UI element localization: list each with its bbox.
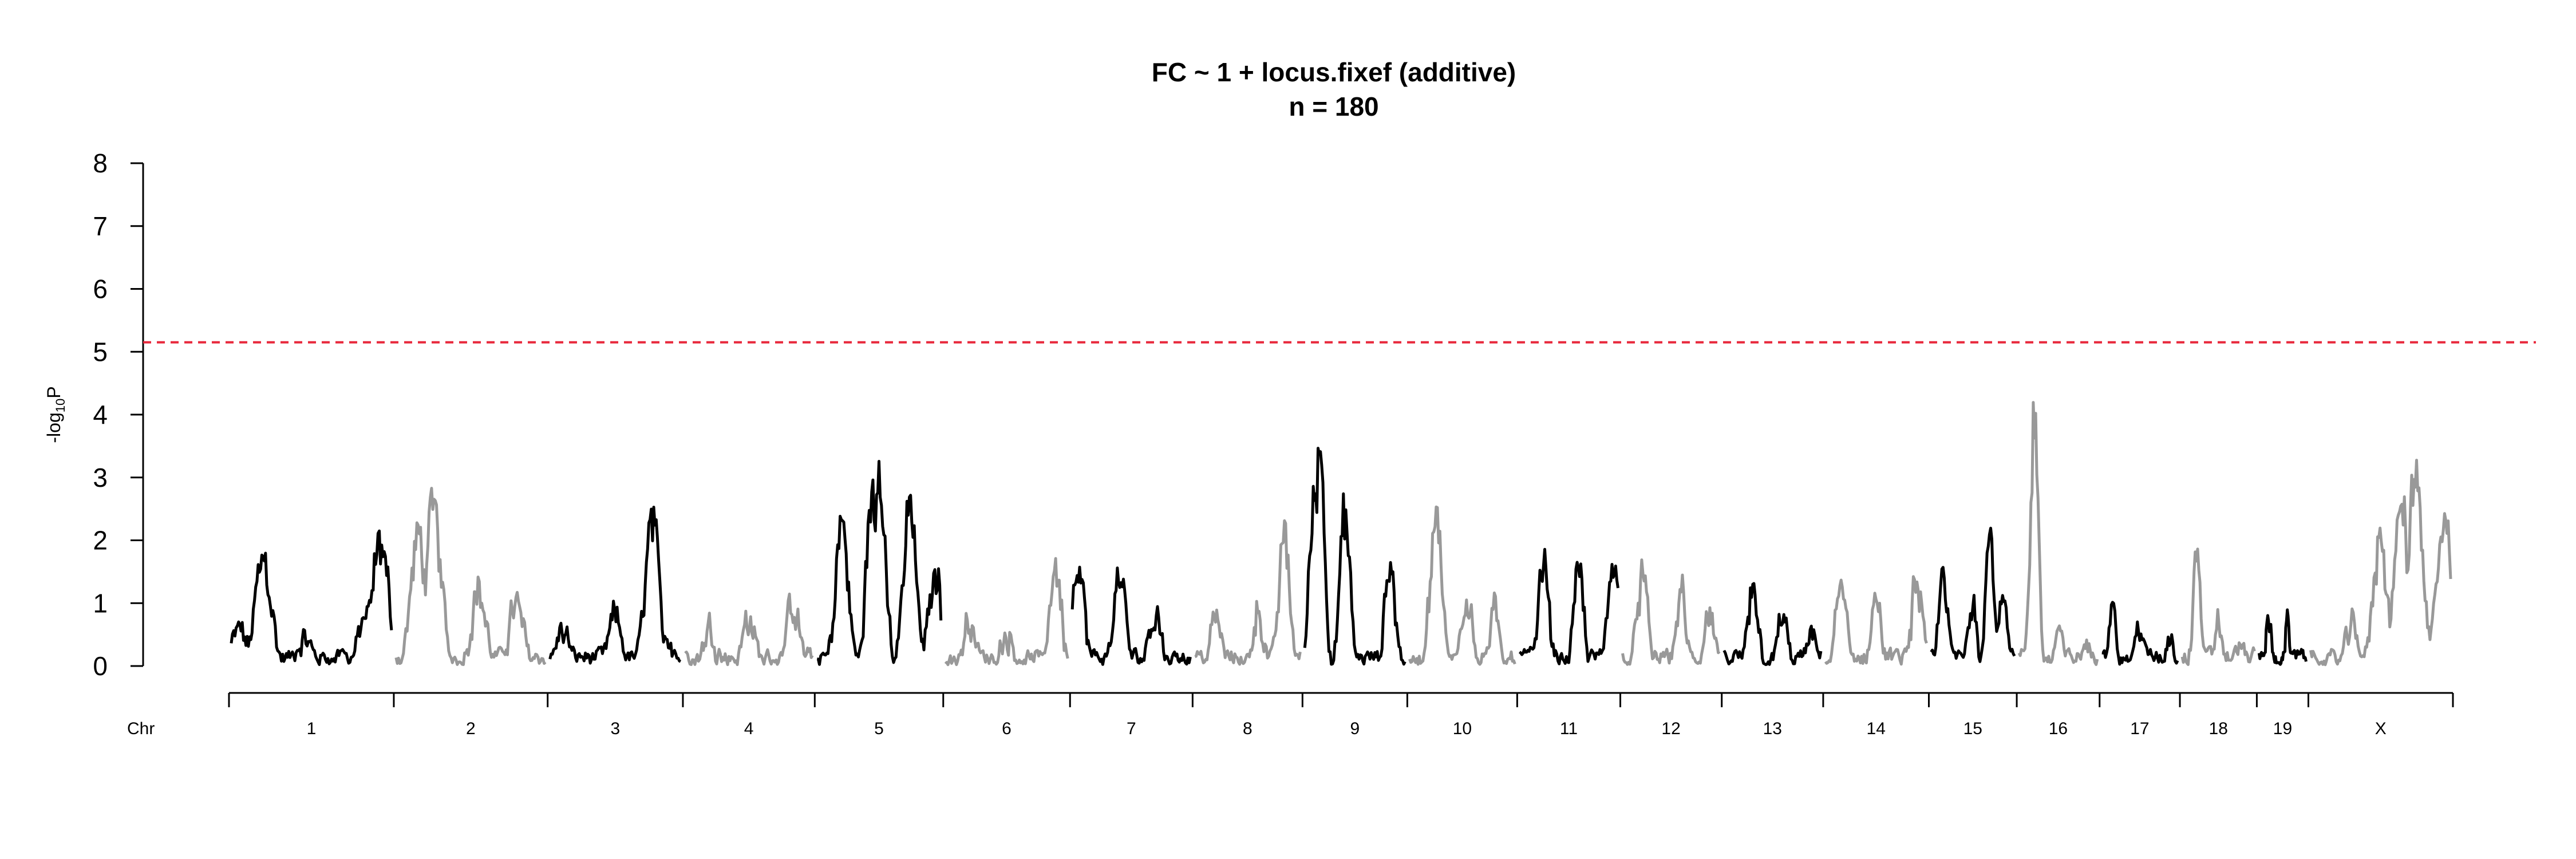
chr-label: 15 (1963, 719, 1982, 738)
y-tick-label: 5 (93, 337, 108, 367)
chr-label: 14 (1867, 719, 1886, 738)
chr-18-lod-line (2180, 547, 2256, 666)
chr-X-lod-line (2309, 459, 2452, 667)
chr-label: 1 (307, 719, 317, 738)
chr-label: 2 (466, 719, 476, 738)
y-tick-label: 4 (93, 400, 108, 430)
chr-label: 11 (1560, 719, 1578, 738)
chr-16-lod-line (2017, 401, 2099, 666)
y-tick-label: 7 (93, 211, 108, 241)
chr-19-lod-line (2257, 608, 2308, 666)
chr-label: 3 (610, 719, 620, 738)
chr-10-lod-line (1408, 505, 1516, 666)
chr-label: 19 (2273, 719, 2292, 738)
y-tick-label: 3 (93, 463, 108, 492)
chr-label: 17 (2130, 719, 2149, 738)
chr-label: 5 (874, 719, 884, 738)
chr-9-lod-line (1303, 447, 1406, 666)
chr-label: 8 (1243, 719, 1253, 738)
chr-11-lod-line (1518, 547, 1619, 665)
chr-label: 18 (2209, 719, 2228, 738)
y-tick-label: 2 (93, 526, 108, 555)
chr-5-lod-line (816, 460, 943, 666)
chr-label: 6 (1002, 719, 1012, 738)
chr-17-lod-line (2101, 601, 2179, 666)
y-tick-label: 0 (93, 651, 108, 681)
chr-7-lod-line (1070, 565, 1192, 666)
y-axis-label-tail: P (44, 386, 64, 398)
x-axis-label: Chr (127, 719, 155, 738)
y-axis-label-main: -log (44, 412, 64, 443)
chart-title: FC ~ 1 + locus.fixef (additive) (1152, 57, 1516, 87)
chr-2-lod-line (394, 487, 547, 666)
chr-label: 10 (1453, 719, 1472, 738)
chr-13-lod-line (1722, 582, 1823, 667)
chr-label: 16 (2049, 719, 2068, 738)
y-axis-label-sub: 10 (53, 399, 68, 412)
chr-1-lod-line (230, 529, 393, 666)
y-axis: 0 1 2 3 4 5 6 7 8 (93, 148, 144, 681)
chr-label: 12 (1661, 719, 1680, 738)
lod-series (230, 401, 2452, 667)
x-axis: 1 2 3 4 5 6 7 8 9 10 11 12 13 14 15 16 17 18 19 X Chr (127, 692, 2454, 738)
chart-subtitle: n = 180 (1289, 92, 1378, 121)
y-tick-label: 6 (93, 274, 108, 304)
chr-15-lod-line (1930, 526, 2016, 663)
y-tick-label: 1 (93, 588, 108, 618)
y-axis-label: -log10P (44, 386, 68, 443)
y-tick-label: 8 (93, 148, 108, 178)
chr-label: 13 (1763, 719, 1782, 738)
chr-3-lod-line (548, 506, 682, 665)
chr-label: 9 (1350, 719, 1360, 738)
chr-8-lod-line (1194, 519, 1302, 666)
chr-14-lod-line (1824, 575, 1928, 666)
chr-4-lod-line (684, 592, 814, 667)
chr-label: X (2375, 719, 2387, 738)
chr-6-lod-line (944, 557, 1069, 667)
chr-12-lod-line (1621, 558, 1721, 666)
chr-label: 4 (744, 719, 754, 738)
chr-label: 7 (1127, 719, 1136, 738)
